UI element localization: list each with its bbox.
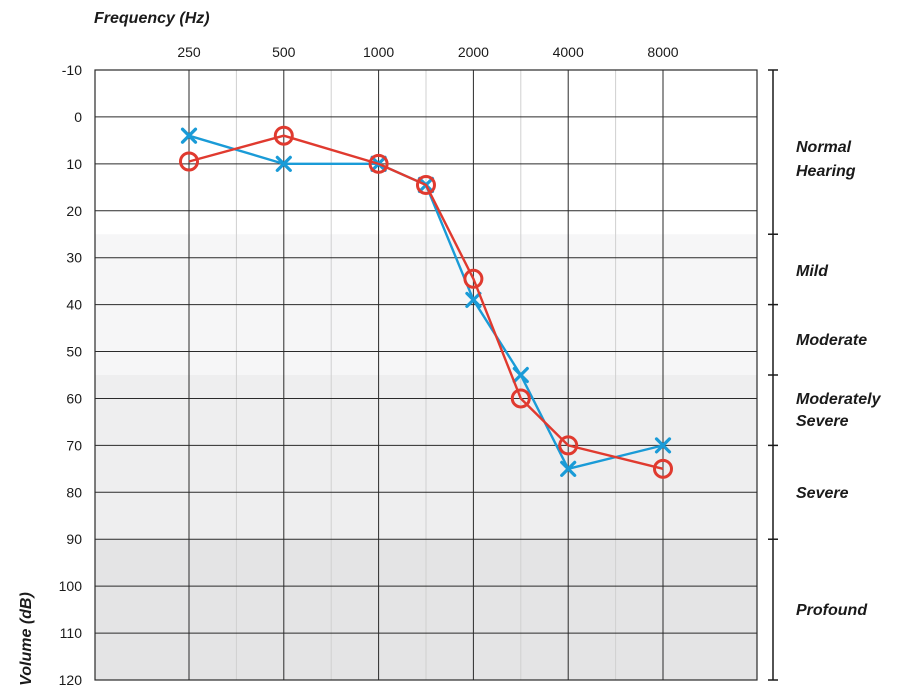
o-marker bbox=[510, 388, 531, 409]
category-label: Profound bbox=[796, 602, 868, 619]
o-marker bbox=[415, 174, 436, 195]
y-tick-label: 50 bbox=[66, 344, 82, 360]
category-label: Severe bbox=[796, 485, 849, 502]
plot-border bbox=[94, 69, 758, 681]
y-tick-label: 10 bbox=[66, 156, 82, 172]
x-tick-label: 8000 bbox=[647, 44, 678, 60]
x-tick-label: 2000 bbox=[458, 44, 489, 60]
y-tick-label: 100 bbox=[59, 578, 83, 594]
x-tick-label: 500 bbox=[272, 44, 296, 60]
o-marker bbox=[558, 435, 579, 456]
category-label: Hearing bbox=[796, 163, 856, 180]
x-tick-label: 250 bbox=[177, 44, 201, 60]
o-marker bbox=[179, 151, 199, 172]
category-label: Normal bbox=[796, 139, 852, 156]
x-series-line bbox=[188, 134, 664, 471]
o-series-line bbox=[188, 134, 664, 471]
y-tick-label: 110 bbox=[60, 625, 83, 641]
o-marker bbox=[368, 153, 389, 174]
y-tick-label: 60 bbox=[66, 390, 82, 406]
y-tick-label: 80 bbox=[66, 484, 82, 500]
o-marker bbox=[273, 125, 294, 146]
category-label: Moderate bbox=[796, 332, 867, 349]
x-marker bbox=[180, 127, 198, 144]
y-tick-label: 20 bbox=[66, 203, 82, 219]
o-marker bbox=[653, 458, 673, 479]
y-tick-label: 70 bbox=[66, 437, 82, 453]
y-axis-title: Volume (dB) bbox=[18, 592, 35, 686]
x-marker bbox=[275, 155, 292, 172]
category-label: Mild bbox=[796, 263, 829, 280]
y-tick-label: 120 bbox=[59, 672, 83, 688]
y-tick-label: 40 bbox=[66, 297, 82, 313]
x-marker bbox=[465, 291, 482, 309]
y-tick-label: -10 bbox=[62, 62, 82, 78]
y-tick-label: 0 bbox=[74, 109, 82, 125]
x-tick-label: 1000 bbox=[363, 44, 394, 60]
x-marker bbox=[654, 437, 672, 454]
y-tick-label: 90 bbox=[66, 531, 82, 547]
x-marker bbox=[512, 366, 529, 384]
x-axis-title: Frequency (Hz) bbox=[94, 10, 210, 27]
x-marker bbox=[560, 460, 577, 477]
y-tick-label: 30 bbox=[66, 250, 82, 266]
category-label: Moderately bbox=[796, 391, 882, 408]
o-marker bbox=[463, 268, 484, 289]
x-tick-label: 4000 bbox=[553, 44, 584, 60]
category-label: Severe bbox=[796, 413, 849, 430]
